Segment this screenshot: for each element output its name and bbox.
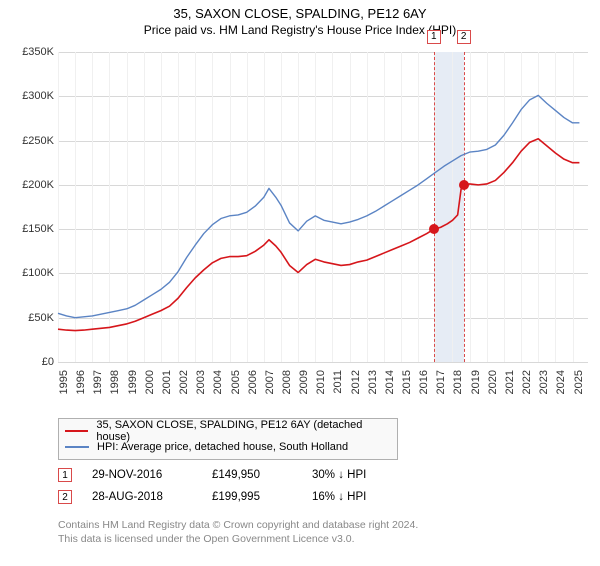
x-tick-label: 1999 [127,370,139,394]
x-tick-label: 2001 [161,370,173,394]
marker-box: 2 [457,30,471,44]
y-tick-label: £150K [22,223,54,235]
y-tick-label: £350K [22,46,54,58]
sale-diff: 30% ↓ HPI [312,469,432,481]
sale-marker-2: 2 [58,490,72,504]
sale-point [429,224,439,234]
x-axis-labels: 1995 1996 1997 1998 1999 2000 2001 2002 2003 2004… [58,366,588,416]
x-tick-label: 1995 [58,370,70,394]
x-tick-label: 2017 [435,370,447,394]
sale-diff: 16% ↓ HPI [312,491,432,503]
table-row: 1 29-NOV-2016 £149,950 30% ↓ HPI [58,464,588,486]
legend-item-hpi: HPI: Average price, detached house, Sout… [65,439,391,455]
y-tick-label: £50K [28,312,54,324]
x-tick-label: 2020 [487,370,499,394]
x-tick-label: 2025 [573,370,585,394]
legend: 35, SAXON CLOSE, SPALDING, PE12 6AY (det… [58,418,398,460]
x-tick-label: 2008 [281,370,293,394]
x-tick-label: 2022 [521,370,533,394]
x-tick-label: 1998 [109,370,121,394]
x-tick-label: 2012 [350,370,362,394]
series-line-property [58,139,579,331]
page-title: 35, SAXON CLOSE, SPALDING, PE12 6AY [0,6,600,21]
sale-marker-1: 1 [58,468,72,482]
legend-swatch-property [65,430,88,432]
sale-price: £149,950 [212,469,312,481]
sale-point [459,180,469,190]
x-tick-label: 2007 [264,370,276,394]
y-tick-label: £250K [22,135,54,147]
grid-line-h [58,362,588,363]
x-tick-label: 2002 [178,370,190,394]
sale-date: 29-NOV-2016 [92,469,212,481]
x-tick-label: 2014 [384,370,396,394]
legend-label-hpi: HPI: Average price, detached house, Sout… [97,441,348,453]
page-subtitle: Price paid vs. HM Land Registry's House … [0,23,600,37]
sale-date: 28-AUG-2018 [92,491,212,503]
y-tick-label: £200K [22,179,54,191]
sales-table: 1 29-NOV-2016 £149,950 30% ↓ HPI 2 28-AU… [58,464,588,508]
x-tick-label: 2005 [230,370,242,394]
x-tick-label: 1996 [75,370,87,394]
x-tick-label: 2004 [212,370,224,394]
footer-copyright: Contains HM Land Registry data © Crown c… [58,518,418,532]
chart: 12 1995 1996 1997 1998 1999 2000 2001 2002 2003 2… [0,46,600,416]
x-tick-label: 2023 [538,370,550,394]
x-tick-label: 2016 [418,370,430,394]
x-tick-label: 2024 [555,370,567,394]
x-tick-label: 2013 [367,370,379,394]
x-tick-label: 2019 [470,370,482,394]
x-tick-label: 1997 [92,370,104,394]
x-tick-label: 2003 [195,370,207,394]
series-svg [58,52,588,362]
x-tick-label: 2006 [247,370,259,394]
y-tick-label: £300K [22,90,54,102]
legend-item-property: 35, SAXON CLOSE, SPALDING, PE12 6AY (det… [65,423,391,439]
sale-price: £199,995 [212,491,312,503]
footer-licence: This data is licensed under the Open Gov… [58,532,418,546]
footer: Contains HM Land Registry data © Crown c… [58,518,418,546]
marker-box: 1 [427,30,441,44]
y-tick-label: £100K [22,267,54,279]
series-line-hpi [58,95,579,317]
x-tick-label: 2000 [144,370,156,394]
plot-area: 12 [58,52,588,362]
x-tick-label: 2018 [452,370,464,394]
x-tick-label: 2021 [504,370,516,394]
table-row: 2 28-AUG-2018 £199,995 16% ↓ HPI [58,486,588,508]
x-tick-label: 2010 [315,370,327,394]
legend-label-property: 35, SAXON CLOSE, SPALDING, PE12 6AY (det… [96,419,391,443]
y-tick-label: £0 [42,356,54,368]
x-tick-label: 2011 [332,370,344,394]
x-tick-label: 2015 [401,370,413,394]
x-tick-label: 2009 [298,370,310,394]
legend-swatch-hpi [65,446,89,448]
